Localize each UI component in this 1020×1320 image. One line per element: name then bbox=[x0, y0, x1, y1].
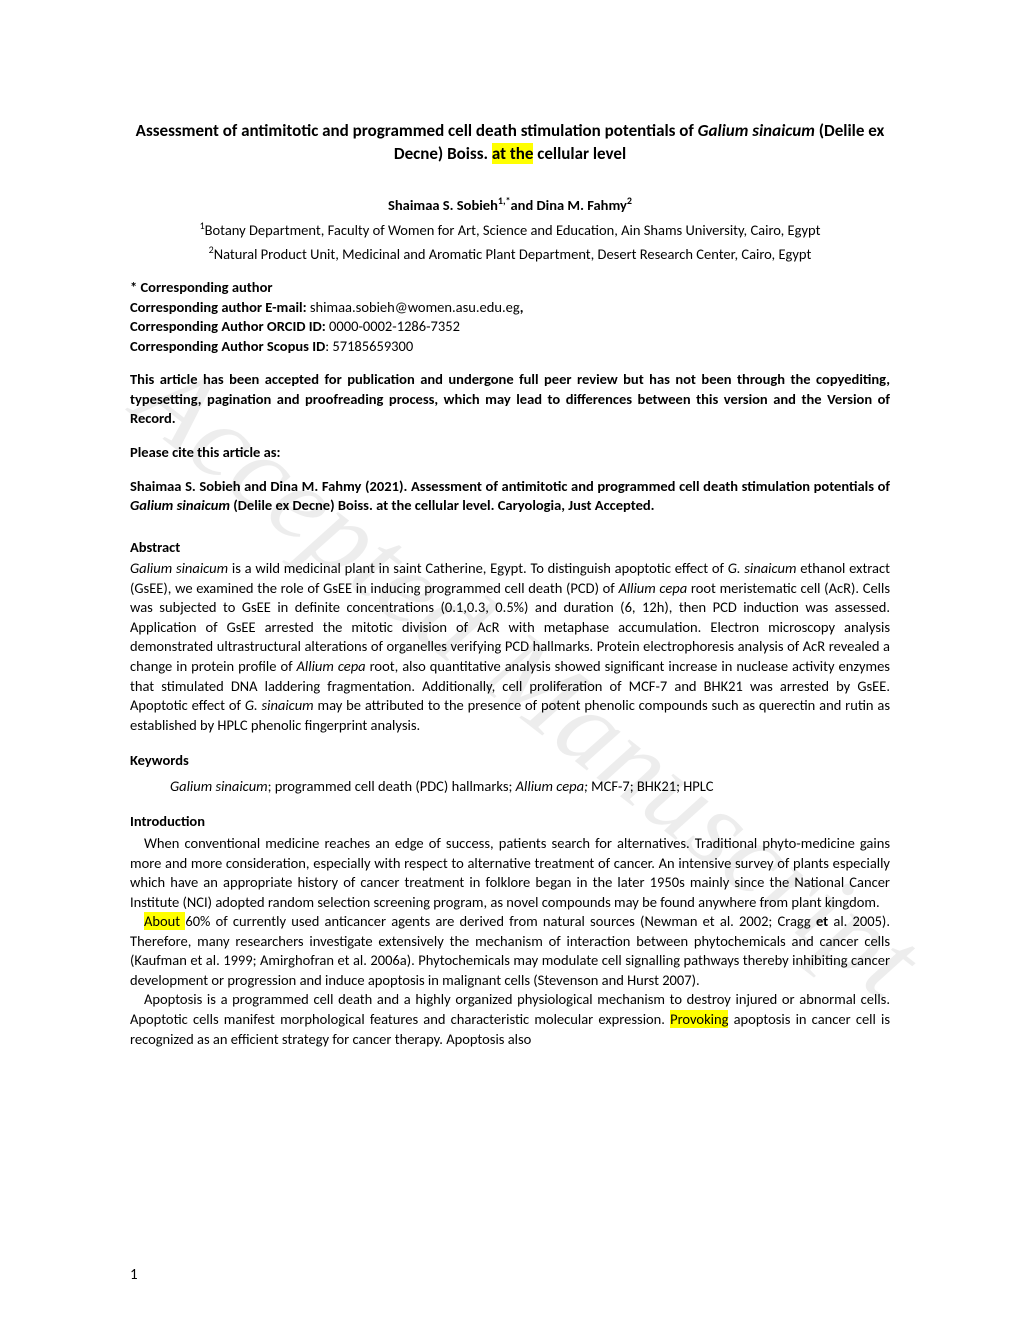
intro-body: When conventional medicine reaches an ed… bbox=[130, 834, 890, 1049]
citation-species: Galium sinaicum bbox=[130, 496, 230, 514]
title-highlight: at the bbox=[492, 143, 534, 164]
abstract-head: Abstract bbox=[130, 538, 890, 558]
intro-p2: About 60% of currently used anticancer a… bbox=[130, 912, 890, 990]
intro-p2a: 60% of currently used anticancer agents … bbox=[185, 912, 816, 930]
kw-1: Galium sinaicum bbox=[170, 777, 268, 795]
title-species: Galium sinaicum bbox=[698, 120, 815, 141]
author-2-sup: 2 bbox=[627, 194, 632, 207]
abs-sp5: G. sinaicum bbox=[245, 696, 314, 714]
authors-line: Shaimaa S. Sobieh1,*and Dina M. Fahmy2 bbox=[130, 194, 890, 215]
intro-p2-et: et bbox=[816, 912, 828, 930]
corr-orcid-line: Corresponding Author ORCID ID: 0000-0002… bbox=[130, 317, 890, 337]
abstract-body: Galium sinaicum is a wild medicinal plan… bbox=[130, 559, 890, 735]
corr-scopus-label: Corresponding Author Scopus ID bbox=[130, 337, 325, 355]
corr-star: * Corresponding author bbox=[130, 278, 890, 298]
abs-sp4: Allium cepa bbox=[297, 657, 366, 675]
intro-p2-hl: About bbox=[144, 912, 185, 930]
author-1-sup: 1,* bbox=[498, 194, 511, 207]
corr-scopus-line: Corresponding Author Scopus ID: 57185659… bbox=[130, 337, 890, 357]
corr-email-line: Corresponding author E-mail: shimaa.sobi… bbox=[130, 298, 890, 318]
page-content: Assessment of antimitotic and programmed… bbox=[0, 0, 1020, 1089]
author-2: Dina M. Fahmy bbox=[537, 196, 627, 214]
kw-end: MCF-7; BHK21; HPLC bbox=[588, 777, 714, 795]
keywords-line: Galium sinaicum; programmed cell death (… bbox=[130, 777, 890, 797]
abs-sp2: G. sinaicum bbox=[728, 559, 801, 577]
title-post: cellular level bbox=[533, 143, 626, 164]
author-1: Shaimaa S. Sobieh bbox=[388, 196, 498, 214]
citation-block: Shaimaa S. Sobieh and Dina M. Fahmy (202… bbox=[130, 477, 890, 516]
corr-scopus-value: : 57185659300 bbox=[325, 337, 413, 355]
acceptance-notice: This article has been accepted for publi… bbox=[130, 370, 890, 429]
corr-email-label: Corresponding author E-mail: bbox=[130, 298, 310, 316]
affiliation-1: 1Botany Department, Faculty of Women for… bbox=[130, 219, 890, 240]
intro-p3: Apoptosis is a programmed cell death and… bbox=[130, 990, 890, 1049]
intro-head: Introduction bbox=[130, 812, 890, 832]
corr-orcid-value: 0000-0002-1286-7352 bbox=[329, 317, 460, 335]
paper-title: Assessment of antimitotic and programmed… bbox=[130, 120, 890, 166]
title-pre: Assessment of antimitotic and programmed… bbox=[136, 120, 698, 141]
cite-label: Please cite this article as: bbox=[130, 443, 890, 463]
affiliation-2: 2Natural Product Unit, Medicinal and Aro… bbox=[130, 243, 890, 264]
corr-email-value: shimaa.sobieh@women.asu.edu.eg bbox=[310, 298, 520, 316]
authors-join: and bbox=[511, 196, 537, 214]
affil-2-text: Natural Product Unit, Medicinal and Arom… bbox=[214, 244, 812, 262]
abs-sp3: Allium cepa bbox=[618, 579, 687, 597]
keywords-head: Keywords bbox=[130, 751, 890, 771]
kw-2: Allium cepa; bbox=[516, 777, 588, 795]
corr-orcid-label: Corresponding Author ORCID ID: bbox=[130, 317, 329, 335]
kw-mid: ; programmed cell death (PDC) hallmarks; bbox=[268, 777, 516, 795]
abs-t1b: is a wild medicinal plant in saint Cathe… bbox=[228, 559, 728, 577]
citation-post: (Delile ex Decne) Boiss. at the cellular… bbox=[230, 496, 655, 514]
corr-email-comma: , bbox=[520, 298, 524, 316]
citation-pre: Shaimaa S. Sobieh and Dina M. Fahmy (202… bbox=[130, 477, 890, 495]
abs-sp1: Galium sinaicum bbox=[130, 559, 228, 577]
intro-p3-hl: Provoking bbox=[670, 1010, 728, 1028]
affil-1-text: Botany Department, Faculty of Women for … bbox=[205, 221, 821, 239]
intro-p1: When conventional medicine reaches an ed… bbox=[130, 834, 890, 912]
page-number: 1 bbox=[130, 1266, 138, 1284]
corresponding-block: * Corresponding author Corresponding aut… bbox=[130, 278, 890, 356]
